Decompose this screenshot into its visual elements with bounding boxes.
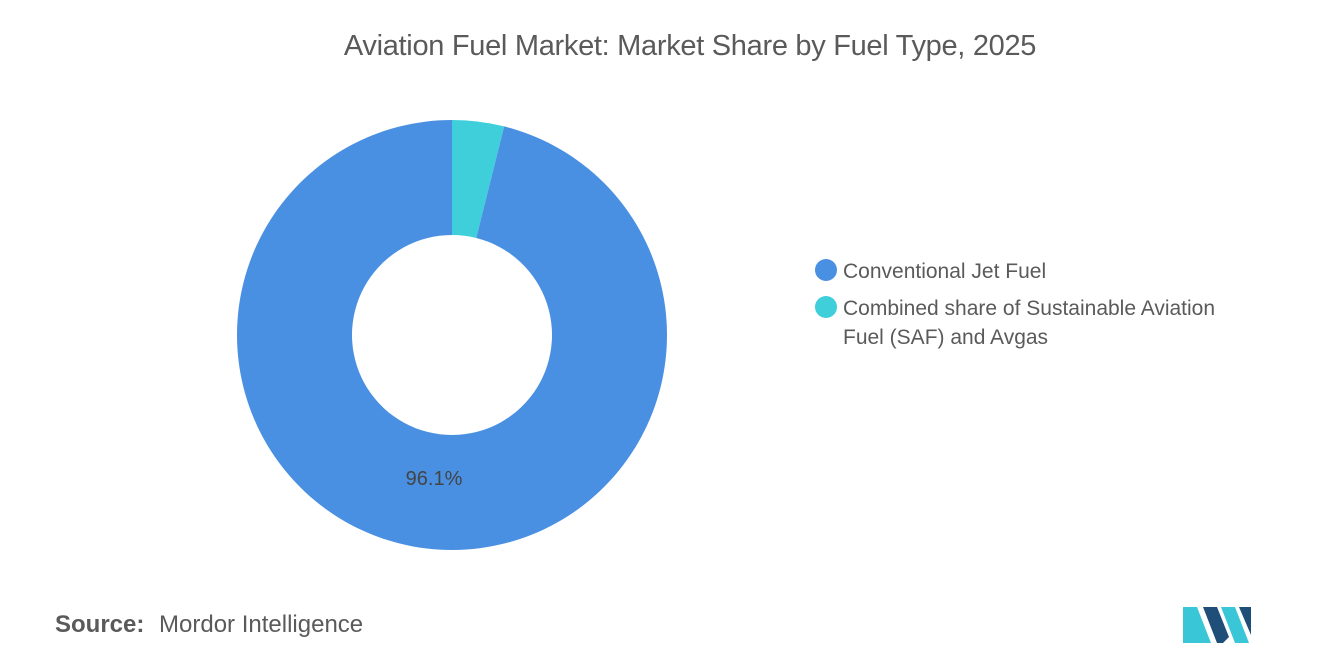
- source-key: Source:: [55, 611, 145, 638]
- donut-slice-saf-avgas[interactable]: [452, 120, 505, 238]
- legend-swatch-icon: [815, 296, 837, 318]
- legend-label: Combined share of Sustainable Aviation F…: [843, 297, 1216, 349]
- legend-item-saf-avgas[interactable]: Combined share of Sustainable Aviation F…: [815, 294, 1255, 352]
- donut-slices: [237, 120, 668, 550]
- source-value: Mordor Intelligence: [159, 611, 364, 638]
- chart-title: Aviation Fuel Market: Market Share by Fu…: [343, 30, 1037, 62]
- legend-swatch-icon: [815, 259, 837, 281]
- source-note: Source: Mordor Intelligence: [55, 611, 363, 639]
- mordor-intelligence-logo-icon: [1183, 607, 1251, 643]
- legend-label: Conventional Jet Fuel: [843, 260, 1047, 283]
- donut-slice-conventional-jet-fuel[interactable]: [237, 120, 668, 550]
- legend: Conventional Jet Fuel Combined share of …: [815, 257, 1255, 360]
- data-label-conventional-jet-fuel: 96.1%: [406, 468, 463, 490]
- legend-item-conventional-jet-fuel[interactable]: Conventional Jet Fuel: [815, 257, 1255, 286]
